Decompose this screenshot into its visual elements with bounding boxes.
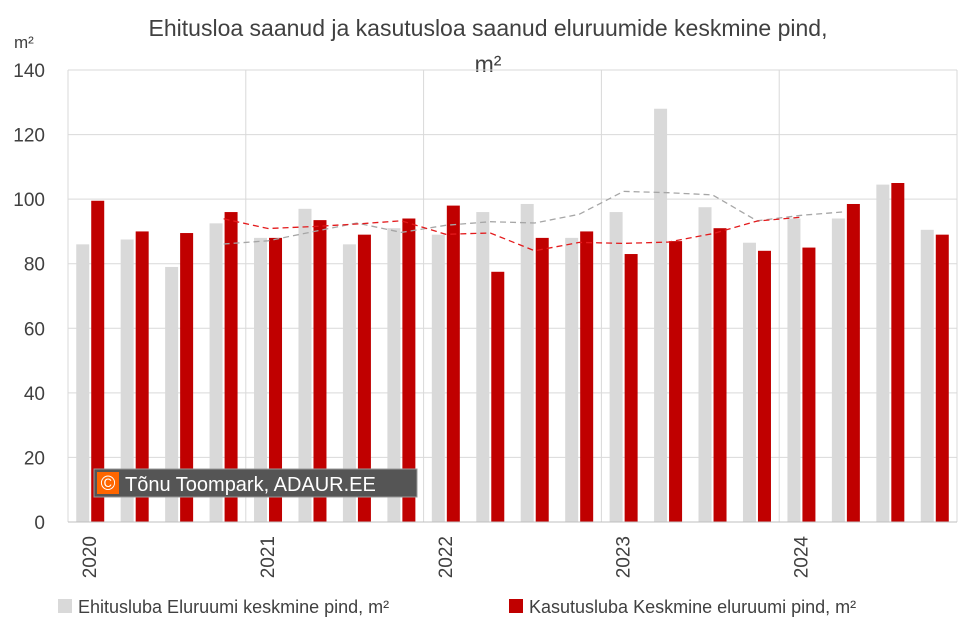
bar-kasutusluba	[446, 205, 460, 522]
watermark-text: Tõnu Toompark, ADAUR.EE	[125, 474, 376, 496]
bar-kasutusluba	[402, 218, 416, 522]
y-tick-label: 40	[24, 384, 45, 405]
bar-ehitusluba	[342, 244, 356, 523]
y-tick-label: 140	[13, 61, 45, 82]
y-tick-label: 0	[34, 513, 45, 534]
bar-kasutusluba	[935, 234, 949, 522]
bar-kasutusluba	[180, 233, 194, 523]
bar-ehitusluba	[165, 266, 179, 522]
copyright-icon	[97, 472, 119, 494]
bar-ehitusluba	[520, 203, 534, 522]
bar-ehitusluba	[298, 208, 312, 523]
bar-kasutusluba	[624, 254, 638, 522]
gridlines	[67, 69, 958, 523]
bar-ehitusluba	[565, 237, 579, 522]
bars	[76, 108, 949, 523]
bar-ehitusluba	[120, 239, 134, 522]
legend-label-kasutusluba: Kasutusluba Keskmine eluruumi pind, m²	[529, 597, 856, 617]
bar-kasutusluba	[91, 200, 105, 522]
bar-ehitusluba	[920, 229, 934, 523]
y-axis-unit: m²	[14, 33, 34, 52]
legend-swatch-kasutusluba	[509, 599, 523, 613]
bar-kasutusluba	[313, 220, 327, 522]
y-tick-label: 120	[13, 126, 45, 147]
bar-ehitusluba	[254, 237, 268, 522]
bar-ehitusluba	[876, 184, 890, 522]
bar-kasutusluba	[891, 183, 905, 522]
chart-title-line1: Ehitusloa saanud ja kasutusloa saanud el…	[149, 15, 828, 41]
y-tick-label: 80	[24, 255, 45, 276]
x-tick-label: 2024	[791, 536, 812, 579]
legend-swatch-ehitusluba	[58, 599, 72, 613]
y-tick-label: 100	[13, 190, 45, 211]
bar-ehitusluba	[742, 242, 756, 522]
watermark-box	[93, 468, 418, 498]
x-tick-label: 2021	[258, 536, 279, 578]
bar-kasutusluba	[269, 237, 283, 522]
chart-title-line2: m²	[475, 51, 502, 77]
trendline-ehitusluba	[223, 190, 846, 245]
watermark: © Tõnu Toompark, ADAUR.EE	[93, 468, 418, 498]
legend-label-ehitusluba: Ehitusluba Eluruumi keskmine pind, m²	[78, 597, 389, 617]
bar-kasutusluba	[669, 241, 683, 522]
bar-kasutusluba	[580, 231, 594, 522]
bar-ehitusluba	[76, 244, 90, 523]
bar-kasutusluba	[757, 250, 771, 523]
x-tick-label: 2023	[614, 536, 635, 578]
bar-kasutusluba	[135, 231, 149, 522]
x-tick-label: 2022	[436, 536, 457, 578]
bar-ehitusluba	[387, 228, 401, 522]
x-axis: 2020 2021 2022 2023 2024	[68, 521, 957, 579]
bar-ehitusluba	[209, 223, 223, 522]
bar-kasutusluba	[713, 228, 727, 522]
bar-kasutusluba	[224, 212, 238, 523]
bar-ehitusluba	[698, 207, 712, 522]
bar-ehitusluba	[609, 212, 623, 523]
trendline-kasutusluba	[223, 216, 802, 252]
y-tick-label: 60	[24, 319, 45, 340]
bar-kasutusluba	[357, 234, 371, 522]
bar-kasutusluba	[535, 237, 549, 522]
x-tick-label: 2020	[80, 536, 101, 578]
bar-ehitusluba	[476, 212, 490, 523]
y-axis-ticks: 0 20 40 60 80 100 120 140	[13, 61, 45, 534]
bar-ehitusluba	[787, 218, 801, 522]
bar-ehitusluba	[431, 234, 445, 522]
copyright-symbol: ©	[101, 473, 116, 495]
y-tick-label: 20	[24, 448, 45, 469]
bar-ehitusluba	[654, 108, 668, 522]
legend: Ehitusluba Eluruumi keskmine pind, m² Ka…	[58, 597, 856, 617]
bar-kasutusluba	[846, 203, 860, 522]
bar-ehitusluba	[831, 218, 845, 522]
bar-kasutusluba	[802, 247, 816, 523]
bar-kasutusluba	[491, 271, 505, 522]
trendlines	[223, 190, 846, 252]
